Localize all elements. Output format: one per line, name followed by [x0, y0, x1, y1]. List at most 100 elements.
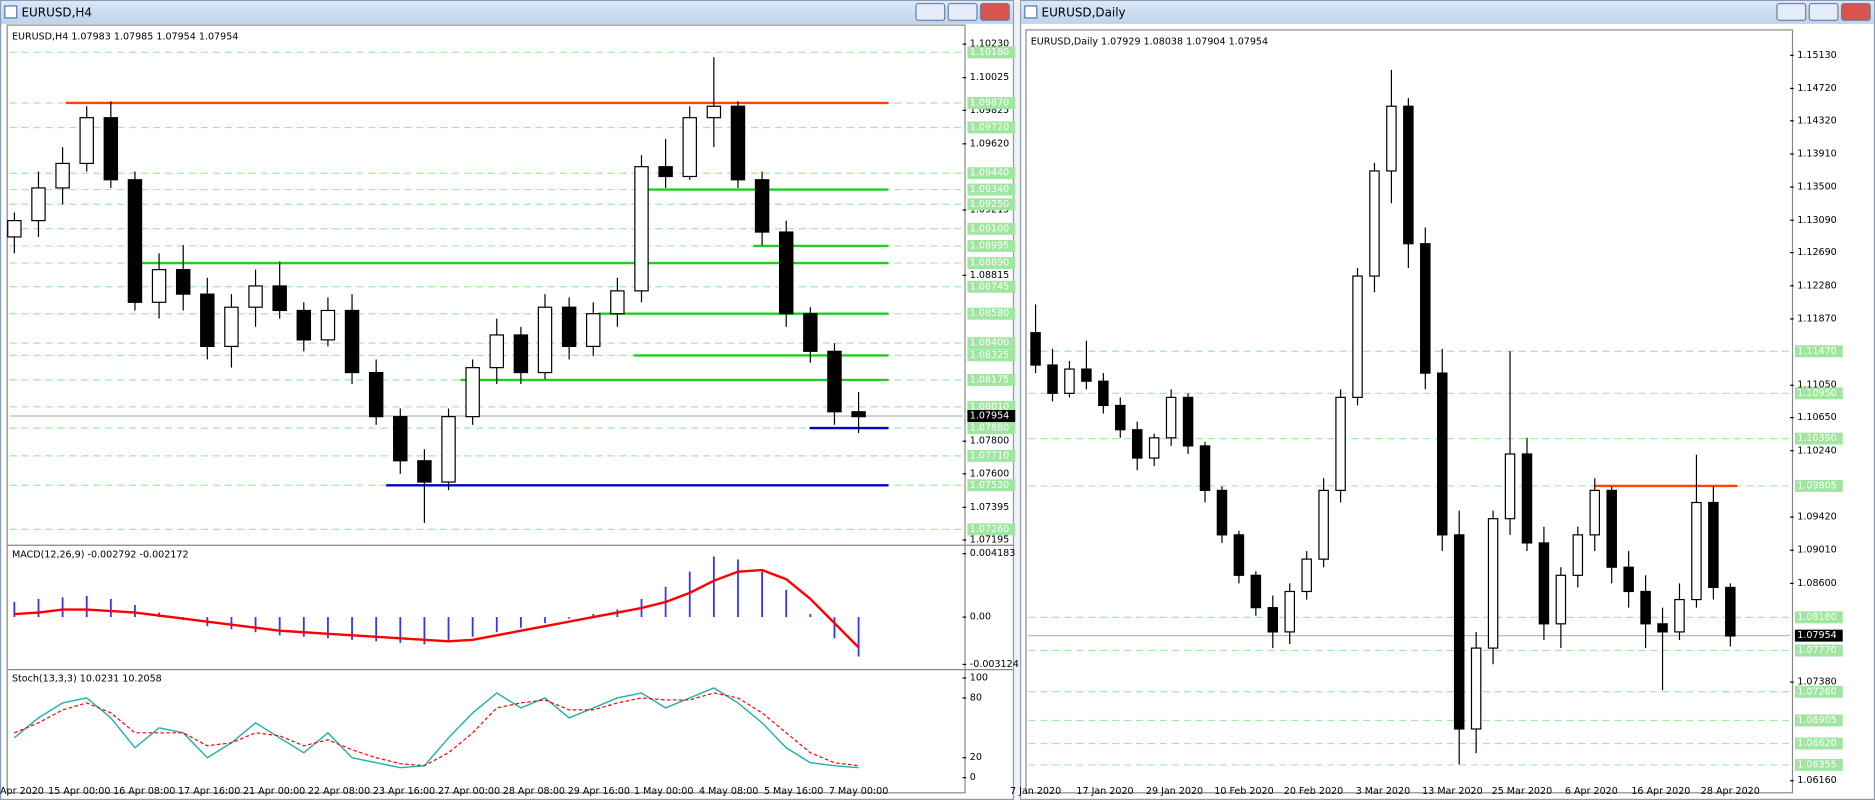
y-tick-label: 80 — [970, 692, 982, 703]
candle-body — [827, 350, 842, 413]
candle-body — [1657, 623, 1668, 633]
candle-body — [1047, 364, 1058, 394]
level-label: 1.08745 — [970, 281, 1009, 292]
candle-body — [103, 117, 119, 181]
current-price-label: 1.07954 — [970, 411, 1009, 422]
candle-body — [272, 285, 287, 312]
candle-body — [1030, 332, 1041, 366]
candle-body — [1318, 489, 1329, 560]
level-label-box — [1794, 758, 1843, 771]
level-label: 1.07770 — [1797, 645, 1836, 656]
level-label: 1.07880 — [970, 423, 1009, 434]
x-tick-label: 6 Apr 2020 — [1565, 786, 1618, 797]
y-tick-label: 1.11870 — [1797, 313, 1836, 324]
level-label-box — [967, 449, 1016, 462]
candle-body — [1420, 243, 1431, 374]
candle-body — [344, 309, 360, 374]
level-label-box — [1794, 737, 1843, 750]
y-tick-label: 1.10230 — [970, 39, 1009, 50]
indicator-label: Stoch(13,3,3) 10.0231 10.2058 — [12, 674, 162, 685]
candle-body — [1233, 534, 1245, 576]
candle-body — [489, 334, 505, 369]
level-label-box — [967, 167, 1016, 180]
close-button[interactable] — [1840, 2, 1871, 21]
candle-body — [803, 313, 818, 352]
level-label: 1.09100 — [970, 223, 1009, 234]
candle-body — [1487, 518, 1499, 649]
candle-body — [1098, 380, 1109, 407]
window-icon — [4, 5, 18, 19]
window-title: EURUSD,Daily — [1042, 6, 1126, 20]
x-tick-label: 1 May 00:00 — [634, 786, 693, 797]
level-label-box — [1794, 611, 1843, 624]
level-label-box — [1794, 345, 1843, 358]
window-title: EURUSD,H4 — [22, 6, 92, 20]
candle-body — [1640, 590, 1651, 625]
y-tick-label: 1.07195 — [970, 535, 1009, 546]
y-tick-label: 1.13910 — [1797, 148, 1836, 159]
level-label-box — [967, 349, 1016, 362]
level-label-box — [967, 239, 1016, 252]
maximize-button[interactable] — [1808, 2, 1839, 21]
level-label-box — [967, 400, 1016, 413]
level-label-box — [967, 198, 1016, 211]
candle-body — [31, 187, 46, 222]
candle-body — [706, 105, 722, 119]
level-label-box — [1794, 685, 1843, 698]
candle-body — [1115, 404, 1126, 431]
y-tick-label: 1.09620 — [970, 138, 1009, 149]
candle-body — [1284, 590, 1296, 633]
candle-body — [7, 220, 22, 238]
y-tick-label: 1.06160 — [1797, 775, 1836, 786]
level-label-box — [967, 121, 1016, 134]
x-tick-label: 17 Jan 2020 — [1076, 786, 1133, 797]
level-label: 1.08180 — [1797, 612, 1836, 623]
candle-body — [1216, 489, 1228, 536]
level-label: 1.08890 — [970, 258, 1009, 269]
x-tick-label: 20 Feb 2020 — [1284, 786, 1343, 797]
candle-body — [55, 162, 70, 189]
minimize-button[interactable] — [1776, 2, 1807, 21]
minimize-button[interactable] — [915, 2, 946, 21]
candle-body — [151, 269, 167, 303]
y-tick-label: 1.13500 — [1797, 182, 1836, 193]
level-label-box — [967, 46, 1016, 59]
candle-body — [465, 367, 480, 418]
candle-body — [658, 166, 673, 178]
level-label: 1.09805 — [1797, 480, 1836, 491]
y-tick-label: 1.07800 — [970, 436, 1009, 447]
candle-body — [1301, 558, 1312, 593]
x-tick-label: 3 Mar 2020 — [1356, 786, 1410, 797]
close-button[interactable] — [979, 2, 1010, 21]
y-tick-label: 1.09420 — [1797, 512, 1836, 523]
candle-body — [224, 306, 239, 348]
x-tick-label: 17 Apr 16:00 — [178, 786, 240, 797]
candle-body — [778, 231, 794, 315]
y-tick-label: 1.08600 — [1797, 578, 1836, 589]
level-label-box — [967, 222, 1016, 235]
stoch-signal — [14, 692, 859, 767]
x-tick-label: 16 Apr 2020 — [1631, 786, 1690, 797]
level-label: 1.09340 — [970, 184, 1009, 195]
level-label-box — [967, 257, 1016, 270]
candle-body — [1725, 586, 1736, 637]
x-tick-label: 16 Apr 08:00 — [113, 786, 175, 797]
y-tick-label: 0.004183 — [970, 548, 1016, 559]
level-label-box — [967, 523, 1016, 536]
candle-body — [561, 306, 577, 348]
indicator-label: MACD(12,26,9) -0.002792 -0.002172 — [12, 549, 189, 560]
y-tick-label: 1.09010 — [1797, 545, 1836, 556]
candle-body — [586, 313, 601, 348]
x-tick-label: 10 Feb 2020 — [1214, 786, 1273, 797]
y-tick-label: 1.08815 — [970, 270, 1009, 281]
maximize-button[interactable] — [947, 2, 978, 21]
y-tick-label: 1.14320 — [1797, 115, 1836, 126]
candle-body — [1521, 453, 1533, 544]
level-label: 1.08010 — [970, 401, 1009, 412]
candle-body — [1199, 445, 1211, 491]
x-tick-label: 7 Jan 2020 — [1010, 786, 1061, 797]
x-tick-label: 28 Apr 08:00 — [503, 786, 565, 797]
level-label-box — [1794, 387, 1843, 400]
x-tick-label: 5 May 16:00 — [764, 786, 823, 797]
